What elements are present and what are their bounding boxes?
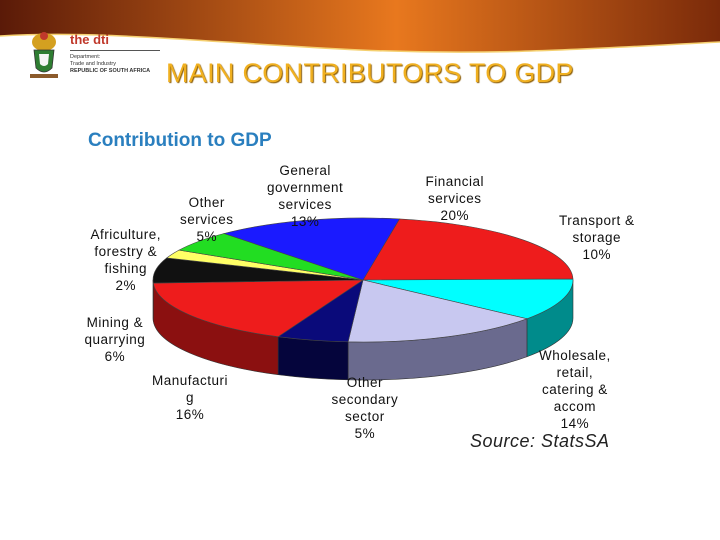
logo-name: the dti (70, 32, 109, 47)
coat-of-arms-icon (30, 32, 58, 78)
pie-slice-2 (347, 279, 528, 343)
slice-label-4: Manufacturi g 16% (152, 373, 229, 422)
dept-line-3: REPUBLIC OF SOUTH AFRICA (70, 68, 151, 74)
dept-line-1: Department: (70, 54, 101, 60)
slice-label-3: Other secondary sector 5% (331, 375, 399, 441)
pie-slice-4 (152, 279, 365, 338)
dti-logo: the dti Department: Trade and Industry R… (24, 28, 164, 88)
slice-label-6: Africulture, forestry & fishing 2% (90, 227, 162, 293)
pie-slice-1 (362, 278, 574, 320)
slice-label-2: Wholesale, retail, catering & accom 14% (539, 348, 611, 431)
chart-title: Contribution to GDP (88, 130, 272, 151)
source-note: Source: StatsSA (470, 431, 610, 451)
slide-title: MAIN CONTRIBUTORS TO GDP (166, 58, 574, 88)
pie-slice-0 (362, 218, 574, 281)
slice-label-0: Financial services 20% (425, 174, 485, 223)
dept-line-2: Trade and Industry (70, 61, 116, 67)
slice-label-5: Mining & quarrying 6% (84, 315, 146, 364)
logo-divider (70, 50, 160, 51)
slice-label-7: Other services 5% (180, 195, 234, 244)
slice-label-8: General government services 13% (267, 163, 344, 229)
slice-label-1: Transport & storage 10% (559, 213, 635, 262)
pie-slice-8 (222, 217, 400, 281)
top-banner (0, 0, 720, 53)
